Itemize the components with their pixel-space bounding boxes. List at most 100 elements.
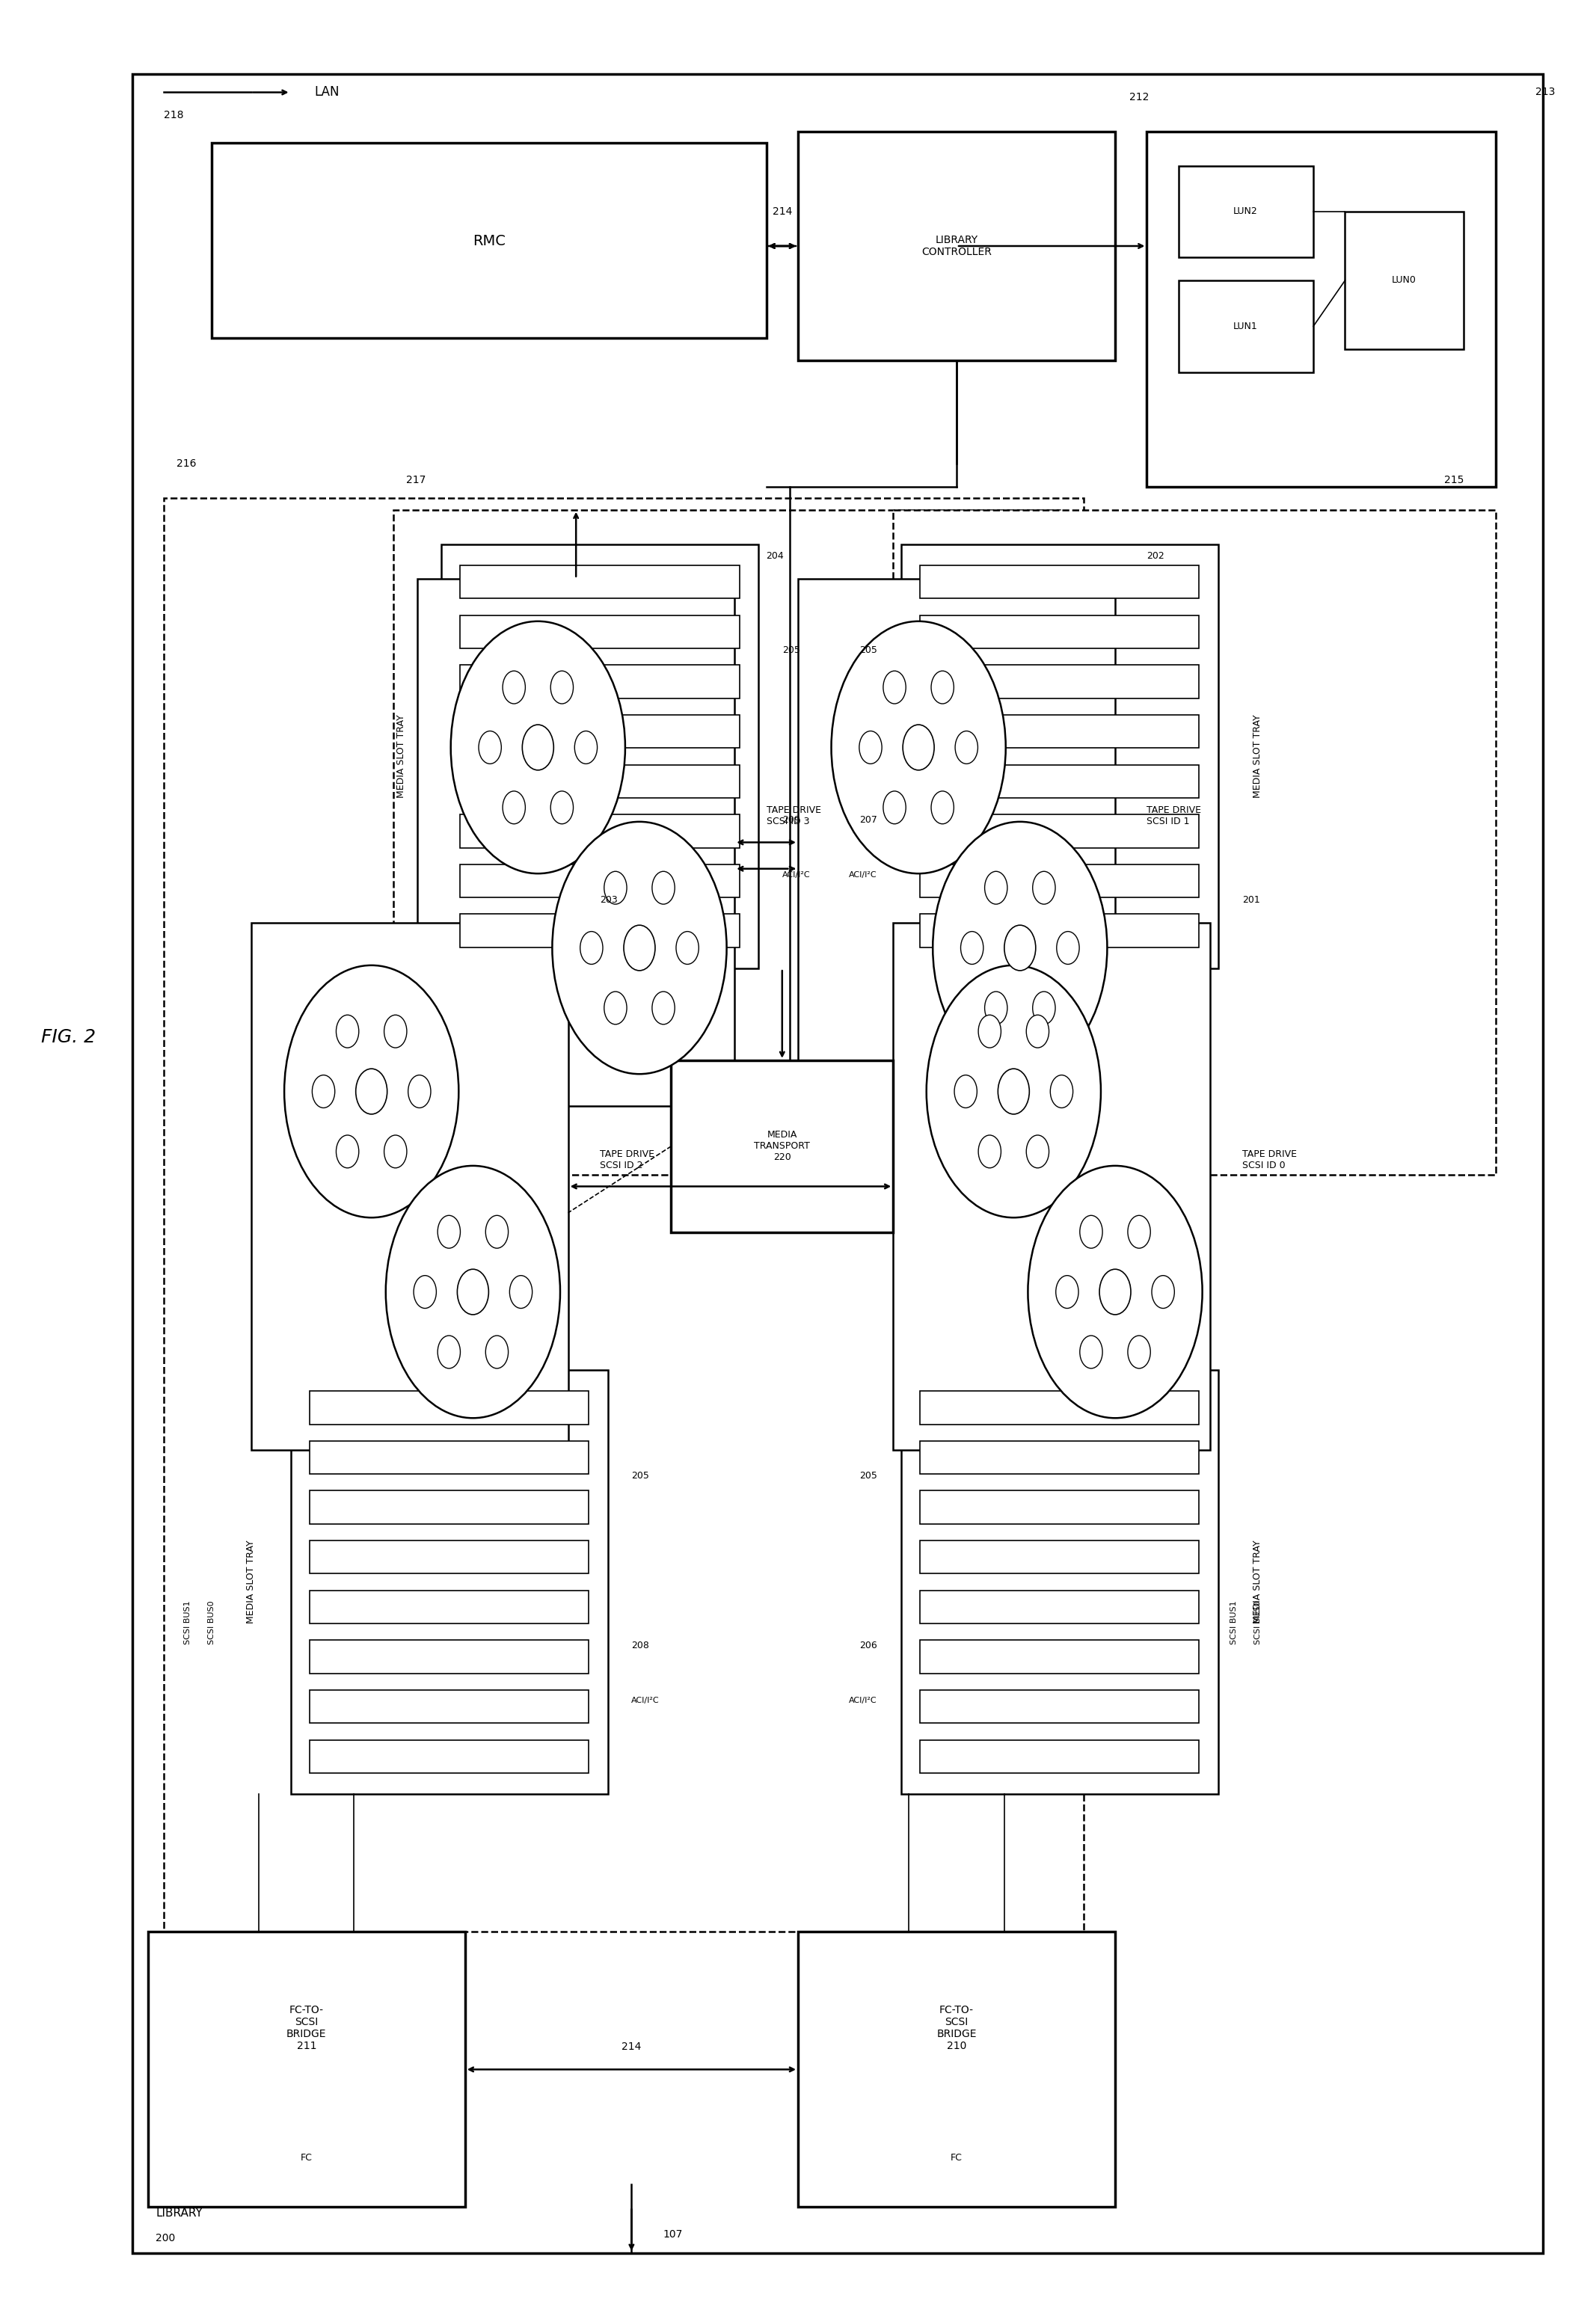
Bar xyxy=(1178,166,1314,258)
Bar xyxy=(394,509,1060,1175)
Text: 218: 218 xyxy=(164,111,184,120)
Bar xyxy=(798,578,1116,1106)
Circle shape xyxy=(386,1166,560,1417)
Circle shape xyxy=(930,670,954,703)
Circle shape xyxy=(437,1336,460,1369)
Text: ACI/I²C: ACI/I²C xyxy=(849,871,878,878)
Circle shape xyxy=(456,1270,488,1316)
Bar xyxy=(798,1931,1116,2207)
Circle shape xyxy=(978,1016,1001,1048)
Circle shape xyxy=(1026,1136,1049,1168)
Bar xyxy=(164,498,1084,1931)
Text: ACI/I²C: ACI/I²C xyxy=(782,871,811,878)
Bar xyxy=(1148,131,1495,486)
Circle shape xyxy=(1004,926,1036,970)
Bar xyxy=(1178,281,1314,373)
Text: LIBRARY: LIBRARY xyxy=(156,2207,203,2219)
Text: 202: 202 xyxy=(1148,551,1165,560)
Circle shape xyxy=(883,670,907,703)
Text: 212: 212 xyxy=(1128,92,1149,101)
Text: 203: 203 xyxy=(600,894,618,905)
Bar xyxy=(919,564,1199,599)
Circle shape xyxy=(605,991,627,1025)
Circle shape xyxy=(450,622,626,873)
Circle shape xyxy=(485,1336,508,1369)
Text: LUN1: LUN1 xyxy=(1232,323,1258,332)
Bar xyxy=(902,544,1218,968)
Circle shape xyxy=(832,622,1005,873)
Text: 200: 200 xyxy=(156,2233,176,2244)
Circle shape xyxy=(1100,1270,1132,1316)
Bar xyxy=(919,1689,1199,1723)
Circle shape xyxy=(385,1136,407,1168)
Text: LIBRARY
CONTROLLER: LIBRARY CONTROLLER xyxy=(921,235,991,258)
Circle shape xyxy=(313,1076,335,1108)
Bar xyxy=(211,143,766,339)
Text: 205: 205 xyxy=(859,1472,878,1481)
Text: 201: 201 xyxy=(1242,894,1259,905)
Bar xyxy=(310,1440,589,1475)
Circle shape xyxy=(903,726,934,770)
Text: 216: 216 xyxy=(177,458,196,470)
Text: ACI/I²C: ACI/I²C xyxy=(849,1698,878,1705)
Bar xyxy=(919,864,1199,899)
Bar xyxy=(919,615,1199,647)
Circle shape xyxy=(985,991,1007,1025)
Circle shape xyxy=(1152,1276,1175,1309)
Circle shape xyxy=(926,965,1101,1217)
Bar xyxy=(919,765,1199,797)
Circle shape xyxy=(337,1016,359,1048)
Circle shape xyxy=(961,931,983,965)
Circle shape xyxy=(932,823,1108,1074)
Text: SCSI BUS1: SCSI BUS1 xyxy=(1231,1601,1238,1645)
Text: LAN: LAN xyxy=(314,85,340,99)
Bar xyxy=(310,1392,589,1424)
Circle shape xyxy=(859,730,883,765)
Circle shape xyxy=(551,670,573,703)
Circle shape xyxy=(409,1076,431,1108)
Circle shape xyxy=(552,823,726,1074)
Circle shape xyxy=(485,1217,508,1249)
Circle shape xyxy=(624,926,654,970)
Text: 205: 205 xyxy=(782,645,800,654)
Bar xyxy=(310,1590,589,1624)
Text: LUN2: LUN2 xyxy=(1232,207,1258,217)
Circle shape xyxy=(356,1069,388,1115)
Bar xyxy=(919,666,1199,698)
Bar xyxy=(672,1060,894,1233)
Text: 215: 215 xyxy=(1444,475,1464,486)
Text: SCSI BUS1: SCSI BUS1 xyxy=(184,1601,192,1645)
Text: TAPE DRIVE
SCSI ID 2: TAPE DRIVE SCSI ID 2 xyxy=(600,1150,654,1170)
Text: 206: 206 xyxy=(860,1640,878,1650)
Bar xyxy=(460,915,739,947)
Text: TAPE DRIVE
SCSI ID 3: TAPE DRIVE SCSI ID 3 xyxy=(766,806,820,827)
Text: MEDIA SLOT TRAY: MEDIA SLOT TRAY xyxy=(397,714,407,797)
Bar xyxy=(460,864,739,899)
Bar xyxy=(919,1640,1199,1673)
Bar xyxy=(902,1371,1218,1795)
Bar xyxy=(251,922,568,1449)
Text: MEDIA SLOT TRAY: MEDIA SLOT TRAY xyxy=(246,1541,255,1624)
Circle shape xyxy=(1033,991,1055,1025)
Circle shape xyxy=(437,1217,460,1249)
Circle shape xyxy=(1050,1076,1073,1108)
Bar xyxy=(148,1931,464,2207)
Bar xyxy=(919,1740,1199,1774)
Text: RMC: RMC xyxy=(472,235,506,249)
Circle shape xyxy=(883,790,907,825)
Bar xyxy=(919,714,1199,749)
Text: 213: 213 xyxy=(1535,88,1555,97)
Text: 107: 107 xyxy=(664,2230,683,2239)
Circle shape xyxy=(284,965,458,1217)
Bar xyxy=(919,1392,1199,1424)
Bar xyxy=(132,74,1543,2253)
Bar xyxy=(894,509,1495,1175)
Text: 207: 207 xyxy=(859,816,878,825)
Text: FC-TO-
SCSI
BRIDGE
211: FC-TO- SCSI BRIDGE 211 xyxy=(286,2004,327,2051)
Circle shape xyxy=(1057,931,1079,965)
Circle shape xyxy=(653,991,675,1025)
Text: 208: 208 xyxy=(632,1640,650,1650)
Text: MEDIA
TRANSPORT
220: MEDIA TRANSPORT 220 xyxy=(755,1131,811,1161)
Circle shape xyxy=(1028,1166,1202,1417)
Circle shape xyxy=(985,871,1007,903)
